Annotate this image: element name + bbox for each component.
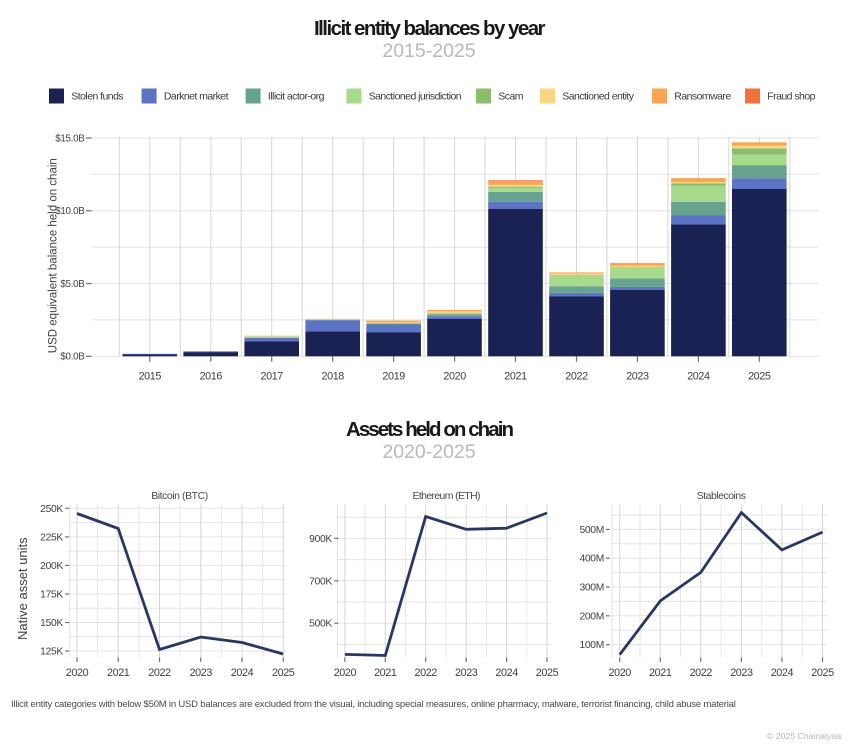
- svg-text:2016: 2016: [200, 371, 223, 383]
- svg-text:2025: 2025: [811, 667, 834, 679]
- svg-text:2023: 2023: [626, 371, 649, 383]
- svg-text:300M: 300M: [579, 583, 604, 594]
- svg-text:175K: 175K: [40, 590, 63, 601]
- svg-text:$10.0B: $10.0B: [55, 206, 85, 217]
- svg-text:500M: 500M: [579, 525, 604, 536]
- svg-text:2024: 2024: [231, 667, 254, 679]
- svg-text:Scam: Scam: [498, 91, 523, 103]
- svg-text:2021: 2021: [504, 371, 527, 383]
- svg-text:225K: 225K: [40, 532, 63, 543]
- svg-text:2024: 2024: [771, 667, 794, 679]
- svg-text:100M: 100M: [579, 640, 604, 651]
- svg-text:Fraud shop: Fraud shop: [767, 91, 815, 103]
- svg-text:2024: 2024: [495, 667, 518, 679]
- svg-text:Darknet market: Darknet market: [164, 91, 229, 103]
- svg-text:Sanctioned entity: Sanctioned entity: [562, 91, 635, 103]
- svg-text:200M: 200M: [579, 611, 604, 622]
- svg-text:2021: 2021: [649, 667, 672, 679]
- svg-text:200K: 200K: [40, 561, 63, 572]
- svg-text:2021: 2021: [374, 667, 397, 679]
- svg-text:2024: 2024: [687, 371, 710, 383]
- svg-text:400M: 400M: [579, 554, 604, 565]
- svg-text:Native asset units: Native asset units: [15, 537, 30, 640]
- svg-text:2023: 2023: [730, 667, 753, 679]
- svg-text:2022: 2022: [148, 667, 171, 679]
- svg-text:900K: 900K: [309, 534, 332, 545]
- svg-text:2018: 2018: [321, 371, 344, 383]
- svg-text:Stablecoins: Stablecoins: [697, 490, 746, 502]
- svg-text:2017: 2017: [260, 371, 283, 383]
- svg-text:Stolen funds: Stolen funds: [71, 91, 123, 103]
- svg-text:2025: 2025: [536, 667, 559, 679]
- svg-text:2019: 2019: [382, 371, 405, 383]
- svg-text:125K: 125K: [40, 647, 63, 658]
- svg-text:$15.0B: $15.0B: [55, 133, 85, 144]
- svg-text:150K: 150K: [40, 618, 63, 629]
- svg-text:700K: 700K: [309, 576, 332, 587]
- svg-text:2025: 2025: [748, 371, 771, 383]
- svg-text:2015: 2015: [139, 371, 162, 383]
- svg-text:2023: 2023: [455, 667, 478, 679]
- svg-text:$0.0B: $0.0B: [60, 352, 85, 363]
- svg-text:Illicit actor-org: Illicit actor-org: [268, 91, 325, 103]
- svg-text:2023: 2023: [190, 667, 213, 679]
- svg-text:Bitcoin (BTC): Bitcoin (BTC): [151, 490, 208, 502]
- svg-text:500K: 500K: [309, 619, 332, 630]
- svg-text:Ransomware: Ransomware: [674, 91, 731, 103]
- svg-text:2020: 2020: [608, 667, 631, 679]
- svg-text:2020: 2020: [66, 667, 89, 679]
- svg-text:Sanctioned jurisdiction: Sanctioned jurisdiction: [369, 91, 462, 103]
- svg-text:2022: 2022: [690, 667, 713, 679]
- svg-text:2020: 2020: [443, 371, 466, 383]
- svg-text:USD equivalent balance held on: USD equivalent balance held on chain: [48, 158, 60, 353]
- svg-text:2022: 2022: [414, 667, 437, 679]
- svg-text:2021: 2021: [107, 667, 130, 679]
- svg-text:Ethereum (ETH): Ethereum (ETH): [413, 490, 480, 502]
- svg-text:2022: 2022: [565, 371, 588, 383]
- svg-text:2025: 2025: [272, 667, 295, 679]
- svg-text:250K: 250K: [40, 504, 63, 515]
- svg-text:$5.0B: $5.0B: [60, 279, 85, 290]
- svg-text:2020: 2020: [334, 667, 357, 679]
